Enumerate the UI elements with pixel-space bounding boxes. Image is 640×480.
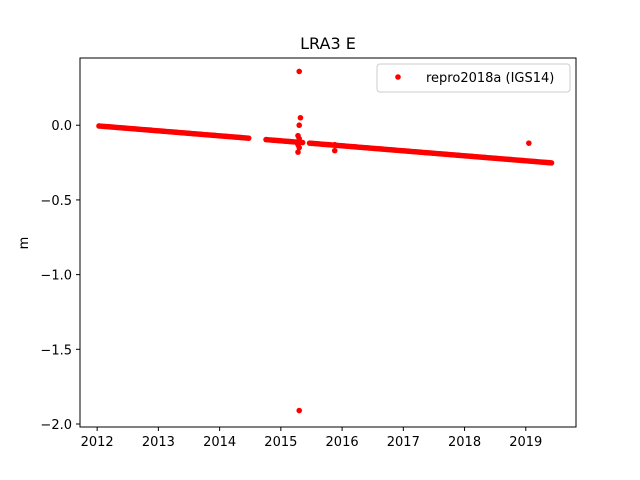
y-tick-label: −1.5 xyxy=(40,343,72,358)
plot-marks xyxy=(96,68,555,414)
data-point-outlier xyxy=(296,407,303,414)
x-tick-label: 2017 xyxy=(387,435,420,450)
y-tick-label: −2.0 xyxy=(40,418,72,433)
x-tick-label: 2014 xyxy=(203,435,236,450)
y-tick-label: −1.0 xyxy=(40,269,72,284)
data-point-outlier xyxy=(297,114,304,121)
legend-box xyxy=(376,63,571,93)
legend-entry-label: repro2018a (IGS14) xyxy=(426,71,554,86)
x-axis-ticks: 2012 2013 2014 2015 2016 2017 2018 2019 xyxy=(81,427,542,450)
x-tick-label: 2013 xyxy=(142,435,175,450)
legend-marker xyxy=(395,74,401,80)
data-point xyxy=(548,160,555,166)
data-point-outlier xyxy=(296,144,303,151)
x-tick-label: 2019 xyxy=(509,435,542,450)
data-point-outlier xyxy=(295,149,301,155)
plot-frame xyxy=(79,57,577,428)
y-axis-ticks: 0.0 −0.5 −1.0 −1.5 −2.0 xyxy=(40,119,80,433)
data-point-outlier xyxy=(296,135,303,142)
x-tick-label: 2018 xyxy=(448,435,481,450)
x-tick-label: 2016 xyxy=(326,435,359,450)
data-point-outlier xyxy=(296,68,303,75)
x-tick-label: 2012 xyxy=(81,435,114,450)
x-tick-label: 2015 xyxy=(264,435,297,450)
data-point xyxy=(245,135,252,141)
y-tick-label: 0.0 xyxy=(51,119,72,134)
data-point xyxy=(299,139,306,146)
data-point-outlier xyxy=(331,141,338,148)
y-axis-label: m xyxy=(17,237,32,250)
y-tick-label: −0.5 xyxy=(40,194,72,209)
data-point-outlier xyxy=(526,140,532,146)
chart-title: LRA3 E xyxy=(300,34,356,53)
legend: repro2018a (IGS14) xyxy=(376,63,571,93)
data-point-outlier xyxy=(331,147,338,154)
data-point-outlier xyxy=(296,122,303,129)
